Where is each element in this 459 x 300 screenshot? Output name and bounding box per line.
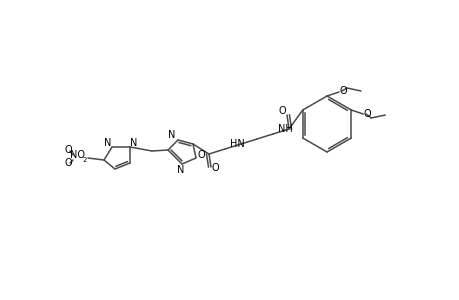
Text: N: N — [104, 138, 112, 148]
Text: N: N — [168, 130, 175, 140]
Text: N: N — [177, 165, 184, 175]
Text: 2: 2 — [83, 157, 87, 163]
Text: NH: NH — [277, 124, 292, 134]
Text: NO: NO — [70, 150, 85, 160]
Text: O: O — [363, 109, 370, 119]
Text: O: O — [211, 163, 218, 173]
Text: O: O — [338, 86, 346, 96]
Text: N: N — [130, 138, 137, 148]
Text: O: O — [278, 106, 285, 116]
Text: O: O — [64, 145, 72, 155]
Text: O: O — [64, 158, 72, 168]
Text: O: O — [197, 150, 204, 160]
Text: HN: HN — [230, 139, 244, 149]
